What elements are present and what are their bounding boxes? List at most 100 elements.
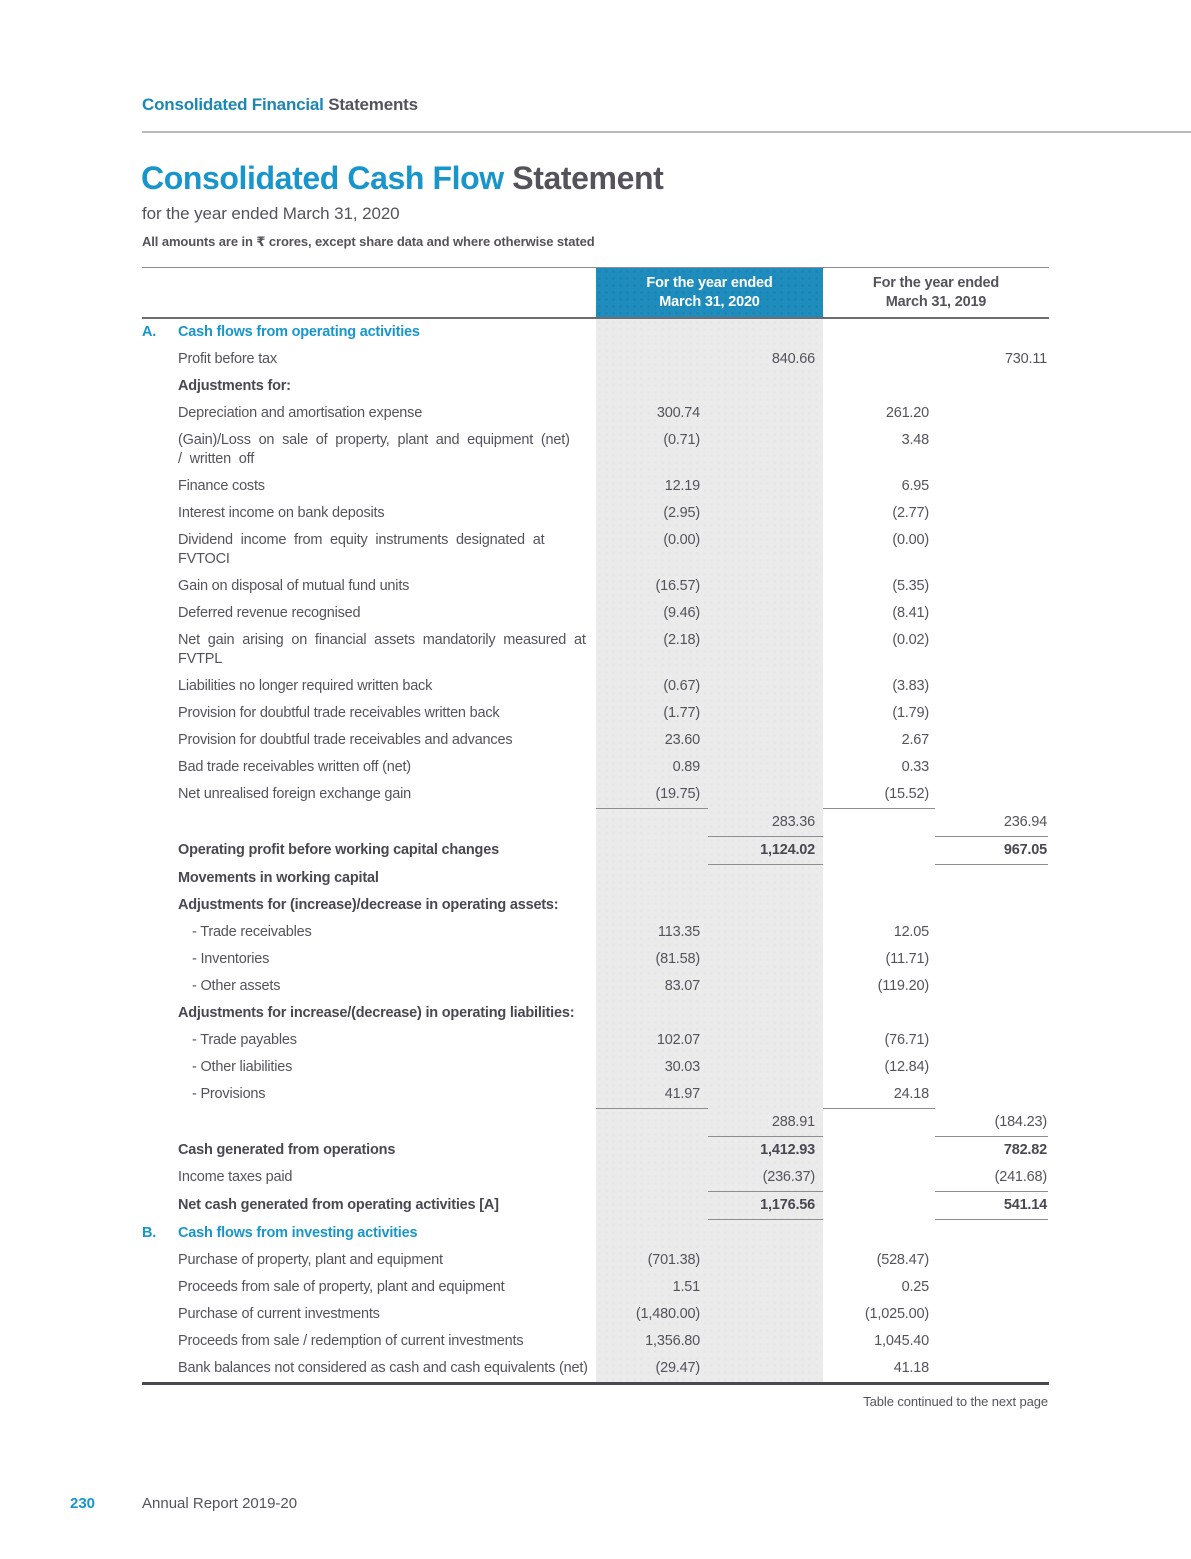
value-fy2020-col1: 83.07 (664, 978, 700, 994)
breadcrumb-rest: Statements (323, 95, 418, 114)
value-fy2020-col1: (2.95) (663, 505, 700, 521)
row-label: Proceeds from sale / redemption of curre… (178, 1333, 524, 1349)
value-fy2020-col2 (708, 1027, 823, 1054)
row-label: - Other liabilities (192, 1059, 293, 1075)
row-label: Cash flows from investing activities (178, 1225, 418, 1241)
row-label-cell (142, 1109, 596, 1137)
value-fy2019-col2 (935, 781, 1048, 809)
value-fy2020-col1: (16.57) (655, 578, 700, 594)
value-fy2019-col2 (935, 500, 1048, 527)
value-fy2020-col1: 102.07 (656, 1032, 700, 1048)
page-subtitle: for the year ended March 31, 2020 (142, 204, 400, 223)
row-label: Purchase of property, plant and equipmen… (178, 1252, 443, 1268)
value-fy2020-col2 (708, 1301, 823, 1328)
value-fy2020-col1: (0.67) (663, 678, 700, 694)
row-label-cell: - Trade receivables (142, 919, 596, 946)
value-fy2020-col1: (0.00) (663, 532, 700, 548)
value-fy2019-col1: (0.02) (892, 632, 929, 648)
table-row: Net unrealised foreign exchange gain (19… (142, 781, 1049, 809)
value-fy2019-col2 (935, 946, 1048, 973)
value-fy2020-col2 (708, 1274, 823, 1301)
row-label-cell: Profit before tax (142, 346, 596, 373)
value-fy2019-col2: (241.68) (935, 1164, 1048, 1192)
value-fy2020-col2 (708, 919, 823, 946)
table-row: - Other liabilities 30.03 (12.84) (142, 1054, 1049, 1081)
value-fy2019-col1: (11.71) (885, 951, 930, 967)
value-fy2019-col2 (935, 600, 1048, 627)
row-label: Bank balances not considered as cash and… (178, 1360, 588, 1376)
value-fy2020-col2: 288.91 (708, 1109, 823, 1137)
value-fy2019-col2: 967.05 (935, 837, 1048, 865)
value-fy2019-col1: (8.41) (892, 605, 929, 621)
row-label-cell: Income taxes paid (142, 1164, 596, 1192)
value-fy2020-col2 (708, 600, 823, 627)
row-label: Adjustments for (increase)/decrease in o… (178, 897, 559, 913)
value-fy2020-col1 (596, 1109, 708, 1137)
value-fy2020-col2 (708, 1000, 823, 1027)
value-fy2019-col1: 3.48 (901, 432, 930, 448)
value-fy2019-col1 (823, 1192, 935, 1220)
row-label-cell: Adjustments for (increase)/decrease in o… (142, 892, 596, 919)
row-label: Depreciation and amortisation expense (178, 405, 423, 421)
row-label: Adjustments for: (178, 378, 291, 394)
row-label-cell: - Other assets (142, 973, 596, 1000)
table-row: Provision for doubtful trade receivables… (142, 727, 1049, 754)
row-label: Deferred revenue recognised (178, 605, 361, 621)
value-fy2020-col2 (708, 473, 823, 500)
value-fy2019-col2 (935, 1000, 1048, 1027)
value-fy2019-col2 (935, 319, 1048, 346)
value-fy2019-col1: 6.95 (901, 478, 930, 494)
value-fy2019-col1: (3.83) (892, 678, 929, 694)
value-fy2020-col2 (708, 727, 823, 754)
table-row: - Provisions 41.97 24.18 (142, 1081, 1049, 1109)
value-fy2019-col1 (823, 319, 935, 346)
value-fy2020-col1: (1,480.00) (635, 1306, 700, 1322)
table-row: 283.36 236.94 (142, 809, 1049, 837)
table-row: Proceeds from sale / redemption of curre… (142, 1328, 1049, 1355)
value-fy2020-col2 (708, 573, 823, 600)
row-label-cell: Net cash generated from operating activi… (142, 1192, 596, 1220)
row-label-cell: Bank balances not considered as cash and… (142, 1355, 596, 1382)
value-fy2020-col1 (596, 837, 708, 865)
table-rows: A. Cash flows from operating activities … (142, 319, 1049, 1382)
value-fy2019-col2: 730.11 (1004, 351, 1047, 367)
value-fy2019-col2 (935, 1220, 1048, 1247)
row-label: Operating profit before working capital … (178, 842, 499, 858)
value-fy2020-col1 (596, 319, 708, 346)
table-row: Income taxes paid (236.37) (241.68) (142, 1164, 1049, 1192)
header-divider (142, 131, 1191, 133)
value-fy2020-col2 (708, 865, 823, 892)
row-label: Cash generated from operations (178, 1142, 396, 1158)
row-label-cell: - Other liabilities (142, 1054, 596, 1081)
value-fy2019-col1 (823, 809, 935, 837)
row-label-cell: Purchase of property, plant and equipmen… (142, 1247, 596, 1274)
value-fy2019-col2 (935, 1355, 1048, 1382)
page-title-rest: Statement (503, 160, 664, 196)
row-label-cell: Dividend income from equity instruments … (142, 527, 596, 573)
row-label: Purchase of current investments (178, 1306, 380, 1322)
value-fy2019-col1: (1,025.00) (864, 1306, 929, 1322)
value-fy2020-col2 (708, 946, 823, 973)
table-row: Adjustments for increase/(decrease) in o… (142, 1000, 1049, 1027)
row-label: - Trade payables (192, 1032, 297, 1048)
value-fy2020-col2 (708, 673, 823, 700)
value-fy2019-col1: 41.18 (893, 1360, 929, 1376)
table-row: Adjustments for (increase)/decrease in o… (142, 892, 1049, 919)
value-fy2019-col1: 2.67 (901, 732, 930, 748)
value-fy2019-col2 (935, 1027, 1048, 1054)
row-label: - Other assets (192, 978, 281, 994)
value-fy2019-col1: (0.00) (892, 532, 929, 548)
table-row: Purchase of property, plant and equipmen… (142, 1247, 1049, 1274)
table-row: - Inventories (81.58) (11.71) (142, 946, 1049, 973)
value-fy2020-col2: 1,412.93 (760, 1142, 815, 1158)
table-row: Proceeds from sale of property, plant an… (142, 1274, 1049, 1301)
amounts-note: All amounts are in ₹ crores, except shar… (142, 234, 595, 249)
value-fy2019-col1 (823, 1137, 935, 1164)
table-row: 288.91 (184.23) (142, 1109, 1049, 1137)
row-label: Bad trade receivables written off (net) (178, 759, 411, 775)
table-row: Liabilities no longer required written b… (142, 673, 1049, 700)
row-label: Proceeds from sale of property, plant an… (178, 1279, 505, 1295)
row-label-cell: - Inventories (142, 946, 596, 973)
table-row: Purchase of current investments (1,480.0… (142, 1301, 1049, 1328)
row-label-cell: Depreciation and amortisation expense (142, 400, 596, 427)
